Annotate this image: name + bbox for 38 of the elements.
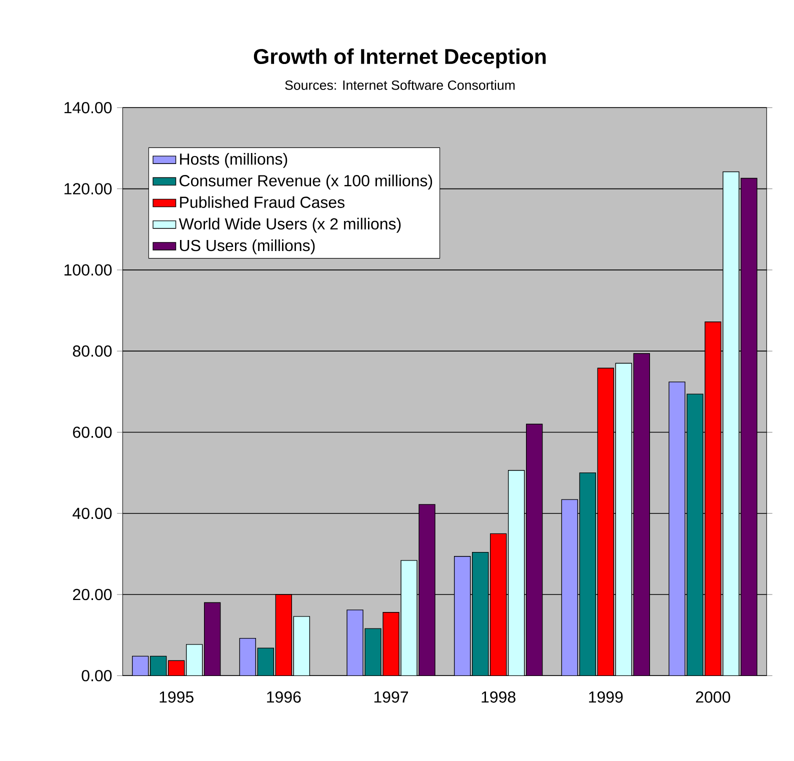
legend-label: Published Fraud Cases — [180, 196, 344, 208]
legend-label: Hosts (millions) — [180, 153, 288, 168]
y-tick-label: 80.00 — [72, 345, 112, 357]
bar — [400, 560, 418, 676]
y-tick-label: 140.00 — [64, 102, 112, 114]
bar — [418, 504, 436, 676]
chart-subtitle: Sources: Internet Software Consortium — [285, 80, 515, 90]
bar — [615, 362, 632, 676]
y-tick-label: 40.00 — [72, 508, 112, 520]
legend-label: World Wide Users (x 2 millions) — [178, 218, 401, 233]
bar — [668, 382, 686, 676]
x-tick-label: 1995 — [160, 691, 194, 703]
y-tick-label: 0.00 — [82, 670, 112, 682]
bar — [132, 656, 149, 676]
bar — [722, 171, 740, 676]
chart-title: Growth of Internet Deception — [254, 48, 546, 68]
bar — [239, 638, 256, 676]
x-tick-label: 1997 — [374, 691, 408, 703]
y-tick-label: 60.00 — [73, 426, 112, 438]
bar — [740, 178, 758, 676]
legend-label: US Users (millions) — [180, 239, 315, 254]
bar — [561, 499, 578, 676]
bar — [204, 602, 221, 676]
x-tick-label: 1998 — [482, 691, 516, 703]
bar — [454, 556, 471, 676]
bar — [293, 616, 310, 676]
y-tick-label: 120.00 — [64, 183, 112, 194]
x-tick-label: 2000 — [696, 691, 730, 703]
bar — [633, 353, 650, 676]
x-tick-label: 1999 — [589, 691, 623, 703]
y-tick-label: 100.00 — [64, 264, 112, 276]
bar — [508, 470, 525, 676]
x-tick-label: 1996 — [267, 691, 301, 703]
legend-label: Consumer Revenue (x 100 millions) — [180, 174, 432, 190]
y-tick-label: 20.00 — [73, 588, 112, 600]
bar — [526, 424, 543, 676]
bar — [186, 644, 203, 676]
bar — [346, 610, 364, 676]
